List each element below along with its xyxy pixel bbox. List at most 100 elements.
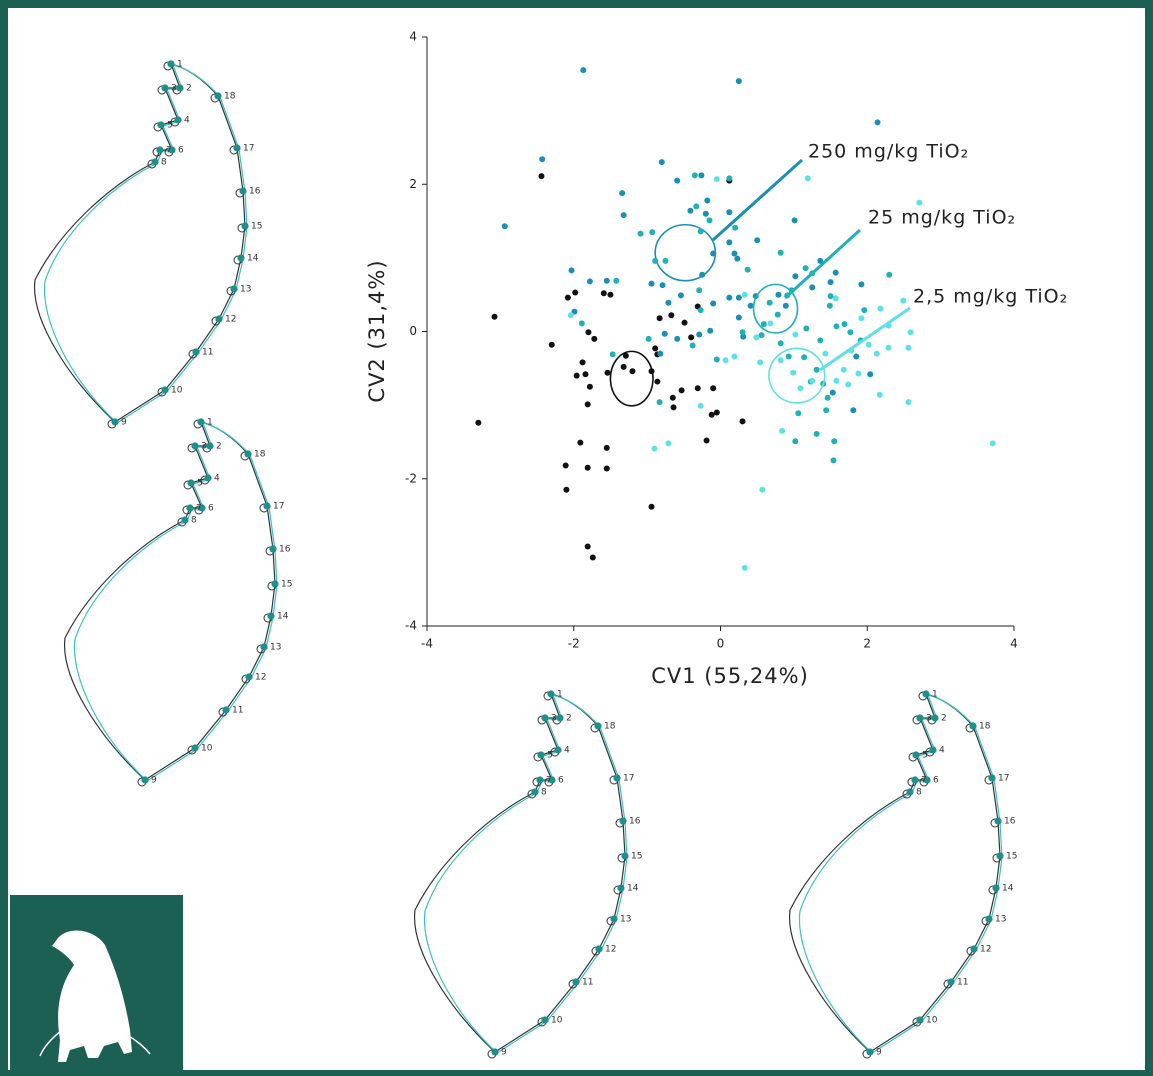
- landmark-label: 17: [623, 774, 634, 784]
- point: [731, 353, 738, 360]
- landmark-label: 9: [876, 1048, 882, 1058]
- point: [603, 277, 610, 284]
- landmark: [537, 751, 545, 759]
- point: [706, 217, 713, 224]
- landmark-label: 6: [558, 776, 564, 786]
- point: [726, 175, 733, 182]
- point: [654, 378, 661, 385]
- landmark-label: 10: [201, 744, 213, 754]
- landmark: [245, 673, 253, 681]
- landmark-label: 6: [208, 504, 214, 514]
- landmark-label: 16: [1004, 817, 1016, 827]
- point: [827, 293, 834, 300]
- landmark: [233, 144, 241, 152]
- landmark-label: 5: [547, 751, 553, 761]
- point: [867, 371, 874, 378]
- landmark-label: 8: [191, 516, 197, 526]
- landmark: [969, 722, 977, 730]
- landmark-label: 4: [214, 474, 220, 484]
- point: [747, 302, 754, 309]
- point: [681, 319, 688, 326]
- point: [845, 381, 852, 388]
- point: [813, 366, 820, 373]
- landmark: [230, 285, 238, 293]
- point: [740, 333, 747, 340]
- landmark-label: 11: [202, 348, 213, 358]
- landmark: [187, 479, 195, 487]
- landmark-label: 3: [171, 84, 177, 94]
- point: [876, 391, 883, 398]
- point: [603, 444, 610, 451]
- point: [696, 287, 703, 294]
- x-tick-label: 4: [1010, 637, 1018, 651]
- mean-ellipse: [609, 350, 654, 407]
- point: [648, 503, 655, 510]
- landmark-label: 7: [196, 504, 202, 514]
- landmark: [239, 187, 247, 195]
- landmark-label: 1: [207, 418, 213, 428]
- landmark-label: 1: [932, 690, 938, 700]
- point: [831, 438, 838, 445]
- point: [827, 279, 834, 286]
- landmark: [181, 516, 189, 524]
- point: [739, 329, 746, 336]
- point: [591, 335, 598, 342]
- point: [652, 257, 659, 264]
- landmark: [111, 418, 119, 426]
- point: [696, 331, 703, 338]
- landmark: [931, 714, 939, 722]
- point: [702, 210, 709, 217]
- point: [865, 341, 872, 348]
- landmark-label: 11: [232, 706, 243, 716]
- landmark: [222, 706, 230, 714]
- point: [760, 321, 767, 328]
- mean-ellipse: [768, 347, 826, 404]
- insect-legs: [39, 1029, 151, 1057]
- point: [707, 327, 714, 334]
- point: [580, 67, 587, 74]
- landmark: [157, 121, 165, 129]
- point: [603, 465, 610, 472]
- landmark-label: 5: [167, 121, 173, 131]
- landmark-label: 10: [926, 1016, 938, 1026]
- series-annotation: 2,5 mg/kg TiO₂: [913, 286, 1068, 308]
- point: [754, 237, 761, 244]
- landmark: [241, 222, 249, 230]
- point: [604, 369, 611, 376]
- point: [665, 299, 672, 306]
- point: [584, 401, 591, 408]
- landmark: [595, 945, 603, 953]
- point: [584, 543, 591, 550]
- landmark-label: 16: [629, 817, 641, 827]
- point: [539, 156, 546, 163]
- landmark: [610, 915, 618, 923]
- point: [586, 383, 593, 390]
- landmark: [613, 774, 621, 782]
- landmark-label: 11: [957, 978, 968, 988]
- point: [620, 212, 627, 219]
- landmark: [594, 722, 602, 730]
- point: [578, 320, 585, 327]
- landmark-label: 2: [216, 442, 222, 452]
- landmark-label: 10: [171, 386, 183, 396]
- point: [774, 311, 781, 318]
- landmark: [176, 84, 184, 92]
- landmark-label: 7: [546, 776, 552, 786]
- landmark: [996, 852, 1004, 860]
- landmark-label: 7: [921, 776, 927, 786]
- y-tick-label: 2: [409, 177, 417, 191]
- landmark-label: 1: [177, 60, 183, 70]
- point: [855, 370, 862, 377]
- landmark: [271, 580, 279, 588]
- point: [564, 294, 571, 301]
- point: [822, 350, 829, 357]
- landmark: [923, 776, 931, 784]
- landmark: [548, 776, 556, 784]
- landmark: [572, 978, 580, 986]
- panel: [8, 8, 1145, 1070]
- landmark-label: 12: [980, 945, 991, 955]
- point: [907, 329, 914, 336]
- point: [731, 250, 738, 257]
- landmark: [198, 504, 206, 512]
